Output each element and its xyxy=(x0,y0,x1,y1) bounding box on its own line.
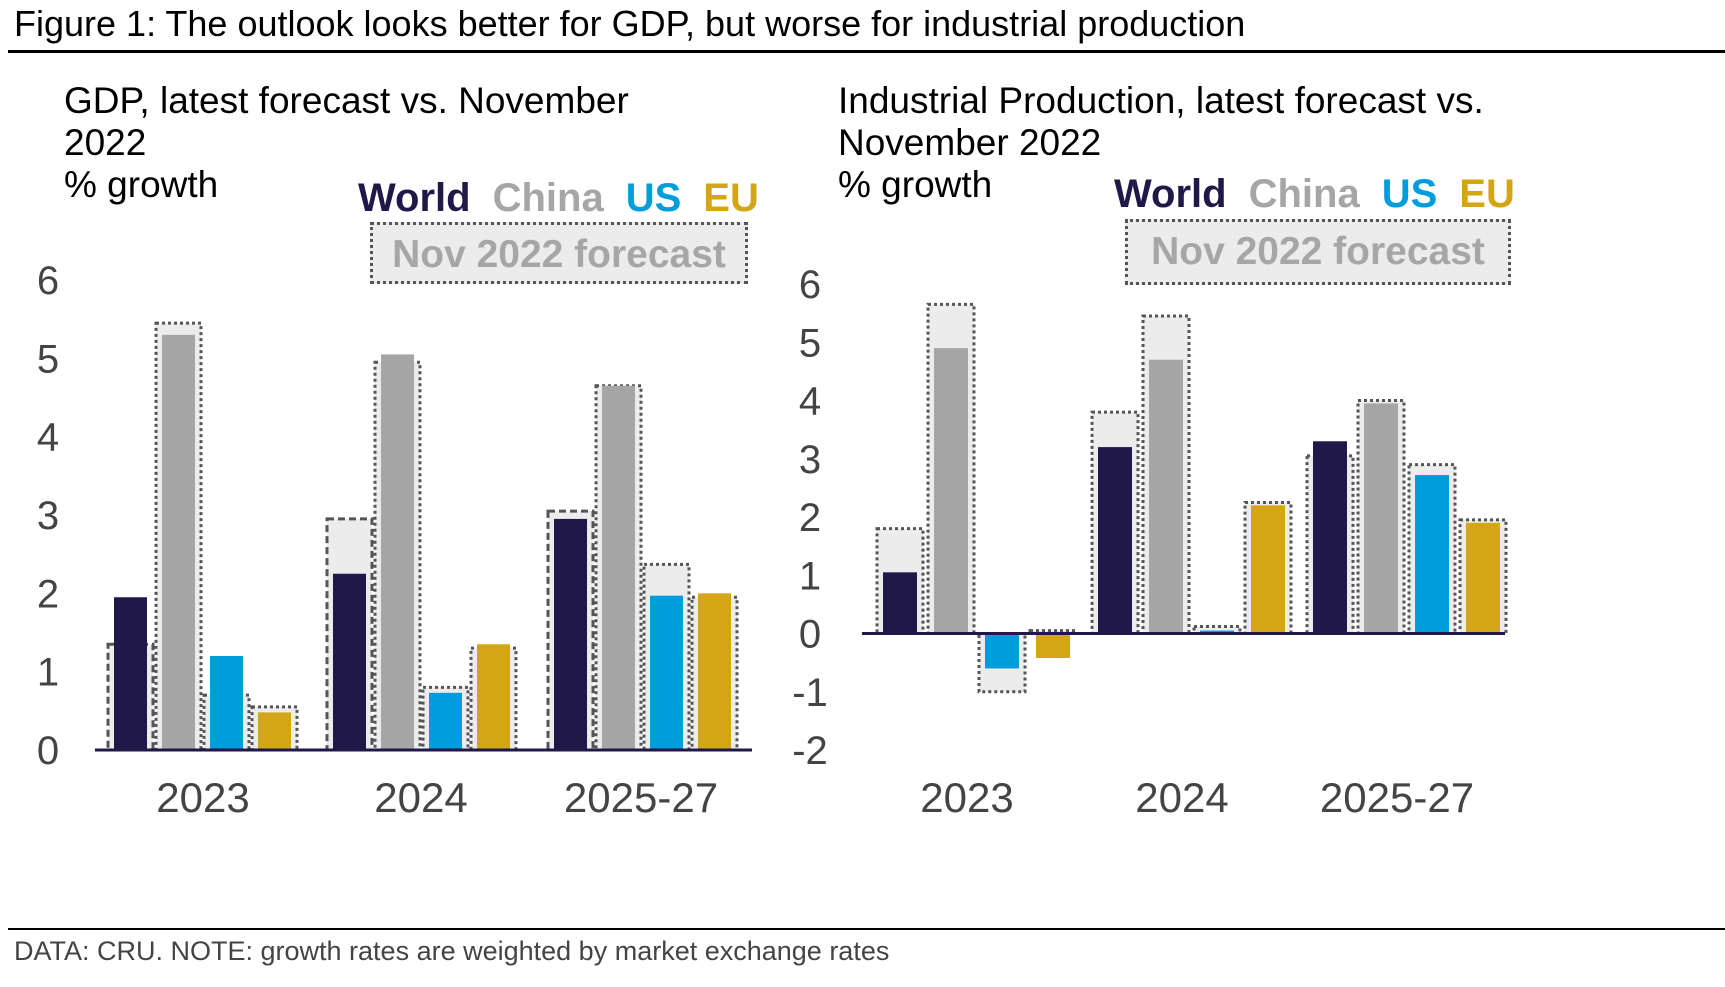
legend-us: US xyxy=(625,176,682,220)
bar-us-2025-27 xyxy=(650,595,683,750)
legend-china: China xyxy=(1248,172,1360,216)
gdp-title-line-2: 2022 xyxy=(64,122,147,163)
bar-world-2025-27 xyxy=(554,518,587,750)
x-category-label: 2023 xyxy=(156,774,249,821)
ip-chart: -2 -1 0 1 2 3 4 5 6 2023 2024 2025-27 xyxy=(792,263,1508,821)
y-tick-label: -2 xyxy=(792,729,828,773)
title-divider xyxy=(8,50,1725,53)
gdp-legend: World China US EU xyxy=(358,176,759,221)
bar-us-2024 xyxy=(429,692,462,750)
bar-china-2025-27 xyxy=(602,385,635,750)
legend-china: China xyxy=(492,176,604,220)
bar-china-2023 xyxy=(934,348,968,634)
bar-world-2023 xyxy=(883,572,917,634)
y-tick-label: 0 xyxy=(37,729,59,773)
gdp-nov-legend-box: Nov 2022 forecast xyxy=(370,222,748,284)
y-tick-label: 0 xyxy=(799,613,821,657)
footer-divider xyxy=(8,928,1725,930)
bar-eu-2025-27 xyxy=(1466,522,1500,634)
y-tick-label: 4 xyxy=(799,380,821,424)
x-category-label: 2025-27 xyxy=(564,774,718,821)
y-tick-label: 6 xyxy=(799,263,821,307)
bar-world-2024 xyxy=(1098,447,1132,634)
y-tick-label: 3 xyxy=(799,438,821,482)
y-tick-label: 5 xyxy=(37,337,59,381)
y-tick-label: 1 xyxy=(37,651,59,695)
bar-world-2023 xyxy=(114,597,147,750)
bar-eu-2023 xyxy=(1036,633,1070,658)
legend-eu: EU xyxy=(1459,172,1515,216)
y-tick-label: 3 xyxy=(37,494,59,538)
y-tick-label: 5 xyxy=(799,321,821,365)
bar-us-2025-27 xyxy=(1415,475,1449,634)
y-tick-label: -1 xyxy=(792,671,828,715)
bar-eu-2024 xyxy=(1251,505,1285,634)
bar-china-2024 xyxy=(381,354,414,750)
gdp-panel-title: GDP, latest forecast vs. November 2022 %… xyxy=(64,80,629,206)
y-tick-label: 1 xyxy=(799,554,821,598)
legend-us: US xyxy=(1381,172,1438,216)
legend-world: World xyxy=(358,176,471,220)
y-tick-label: 2 xyxy=(37,572,59,616)
x-category-label: 2023 xyxy=(920,774,1013,821)
bar-world-2024 xyxy=(333,573,366,750)
footnote: DATA: CRU. NOTE: growth rates are weight… xyxy=(14,936,890,966)
ip-ylabel: % growth xyxy=(838,164,993,205)
x-category-label: 2024 xyxy=(374,774,467,821)
bar-eu-2024 xyxy=(477,644,510,750)
bar-china-2023 xyxy=(162,334,195,750)
legend-world: World xyxy=(1114,172,1227,216)
gdp-title-line-1: GDP, latest forecast vs. November xyxy=(64,80,629,121)
bar-china-2025-27 xyxy=(1364,403,1398,634)
ip-title-line-2: November 2022 xyxy=(838,122,1102,163)
bar-world-2025-27 xyxy=(1313,441,1347,634)
ip-title-line-1: Industrial Production, latest forecast v… xyxy=(838,80,1484,121)
bar-eu-2023 xyxy=(258,712,291,750)
gdp-chart: 0 1 2 3 4 5 6 2023 2024 2025-27 xyxy=(37,259,752,821)
legend-eu: EU xyxy=(703,176,759,220)
ip-nov-legend-box: Nov 2022 forecast xyxy=(1125,219,1511,285)
gdp-ylabel: % growth xyxy=(64,164,219,205)
y-tick-label: 6 xyxy=(37,259,59,303)
x-category-label: 2025-27 xyxy=(1320,774,1474,821)
bar-china-2024 xyxy=(1149,359,1183,634)
y-tick-label: 4 xyxy=(37,416,59,460)
bar-us-2023 xyxy=(210,656,243,750)
nov-2022-bar-us-2024 xyxy=(1192,625,1242,636)
x-category-label: 2024 xyxy=(1135,774,1228,821)
bar-eu-2025-27 xyxy=(698,593,731,750)
y-tick-label: 2 xyxy=(799,496,821,540)
ip-legend: World China US EU xyxy=(1114,172,1515,217)
ip-panel-title: Industrial Production, latest forecast v… xyxy=(838,80,1484,206)
bar-us-2023 xyxy=(985,633,1019,669)
figure-title: Figure 1: The outlook looks better for G… xyxy=(14,3,1246,44)
